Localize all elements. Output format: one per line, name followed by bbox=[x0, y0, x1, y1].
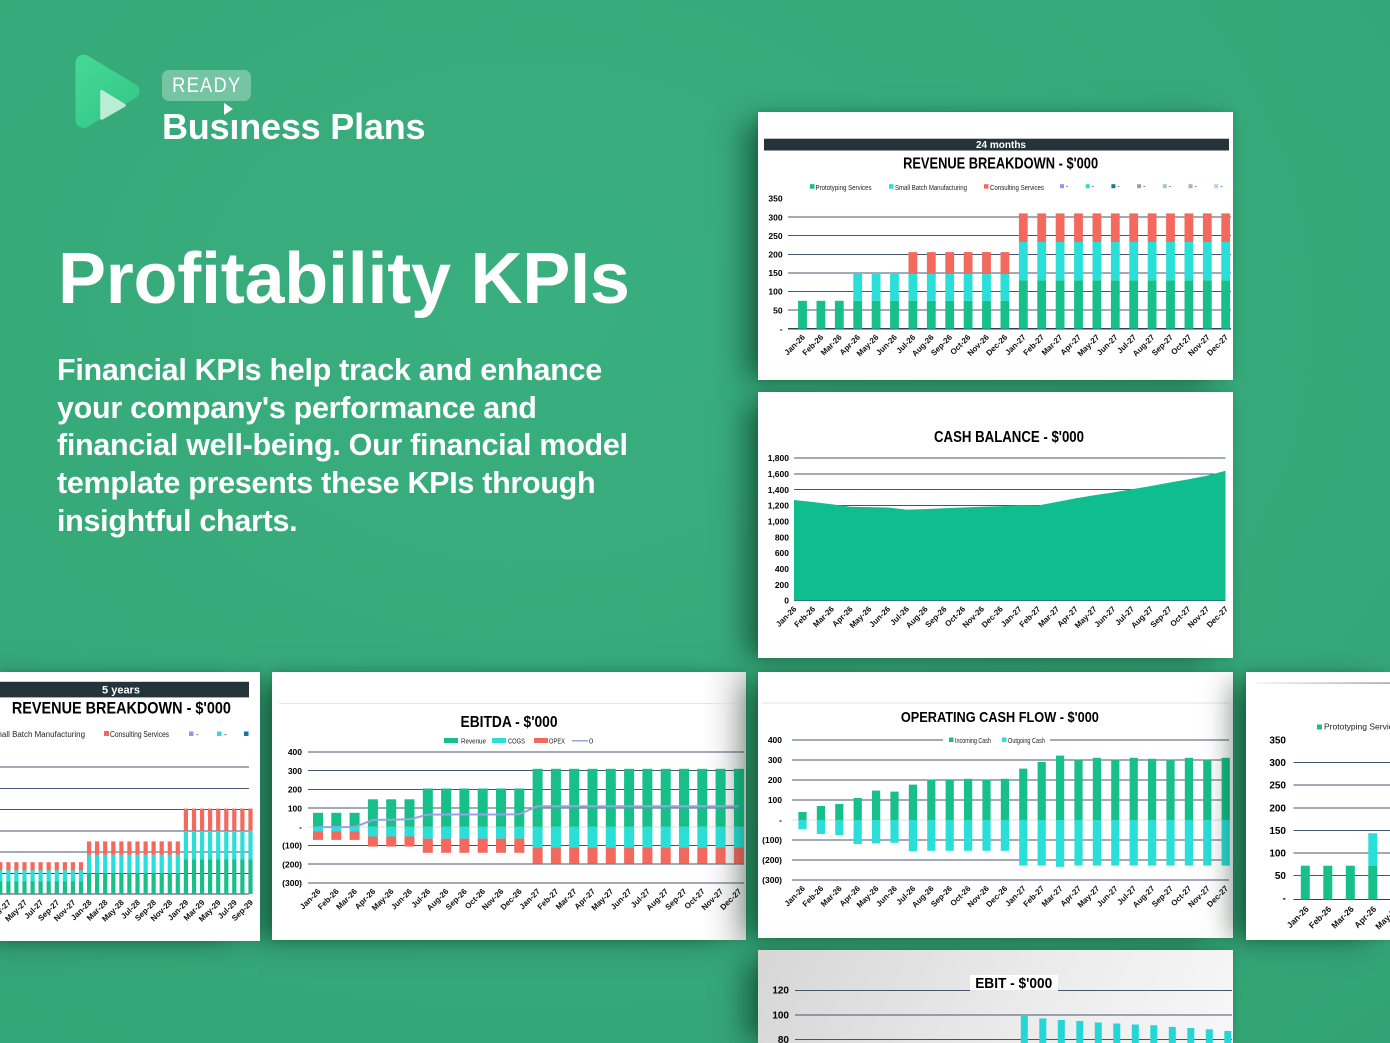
svg-text:EBITDA - $'000: EBITDA - $'000 bbox=[461, 714, 558, 731]
svg-text:Jan-26: Jan-26 bbox=[1285, 904, 1311, 930]
svg-text:Mar-26: Mar-26 bbox=[1329, 904, 1356, 931]
svg-text:150: 150 bbox=[768, 268, 782, 278]
svg-text:5 years: 5 years bbox=[102, 685, 140, 697]
svg-text:(100): (100) bbox=[762, 835, 782, 845]
svg-text:400: 400 bbox=[775, 564, 789, 574]
svg-text:Revenue: Revenue bbox=[461, 737, 486, 746]
svg-text:1,200: 1,200 bbox=[768, 501, 790, 511]
svg-text:Dec-27: Dec-27 bbox=[1205, 332, 1230, 357]
svg-text:Jun-26: Jun-26 bbox=[868, 604, 893, 629]
svg-text:May-26: May-26 bbox=[1373, 904, 1390, 932]
svg-text:1,400: 1,400 bbox=[768, 485, 790, 495]
svg-text:Outgoing Cash: Outgoing Cash bbox=[1008, 736, 1045, 745]
svg-text:-: - bbox=[196, 730, 199, 739]
svg-text:400: 400 bbox=[288, 747, 302, 757]
svg-text:50: 50 bbox=[773, 305, 783, 315]
svg-text:Small Batch Manufacturing: Small Batch Manufacturing bbox=[895, 185, 967, 192]
svg-text:REVENUE BREAKDOWN - $'000: REVENUE BREAKDOWN - $'000 bbox=[903, 156, 1098, 173]
svg-text:100: 100 bbox=[288, 803, 302, 813]
svg-text:(100): (100) bbox=[282, 841, 302, 851]
svg-text:350: 350 bbox=[1269, 736, 1286, 747]
svg-text:-: - bbox=[1143, 183, 1146, 190]
svg-text:Sep-26: Sep-26 bbox=[924, 604, 949, 629]
svg-text:-: - bbox=[1220, 183, 1223, 190]
svg-text:-: - bbox=[780, 324, 783, 334]
svg-text:Small Batch Manufacturing: Small Batch Manufacturing bbox=[0, 730, 85, 739]
svg-text:Incoming Cash: Incoming Cash bbox=[955, 736, 991, 745]
svg-text:Consulting Services: Consulting Services bbox=[110, 730, 169, 739]
svg-text:200: 200 bbox=[1269, 803, 1286, 814]
svg-text:Prototyping Services: Prototyping Services bbox=[1324, 722, 1390, 732]
svg-text:-: - bbox=[779, 815, 782, 825]
svg-text:200: 200 bbox=[768, 775, 782, 785]
svg-text:100: 100 bbox=[1269, 849, 1286, 860]
svg-text:Consulting Services: Consulting Services bbox=[990, 185, 1044, 192]
svg-text:200: 200 bbox=[768, 250, 782, 260]
svg-text:200: 200 bbox=[775, 580, 789, 590]
svg-text:Sep-27: Sep-27 bbox=[1149, 604, 1174, 629]
svg-text:300: 300 bbox=[1269, 758, 1286, 769]
svg-text:300: 300 bbox=[768, 755, 782, 765]
svg-text:-: - bbox=[1283, 894, 1286, 905]
svg-text:(200): (200) bbox=[762, 855, 782, 865]
svg-text:OPERATING CASH FLOW - $'000: OPERATING CASH FLOW - $'000 bbox=[901, 709, 1099, 726]
svg-text:300: 300 bbox=[288, 766, 302, 776]
svg-text:150: 150 bbox=[1269, 826, 1286, 837]
svg-text:80: 80 bbox=[778, 1035, 790, 1043]
svg-text:120: 120 bbox=[772, 986, 789, 997]
svg-text:Prototyping Services: Prototyping Services bbox=[816, 185, 872, 192]
svg-text:100: 100 bbox=[772, 1010, 789, 1021]
svg-text:-: - bbox=[224, 730, 227, 739]
svg-text:250: 250 bbox=[768, 231, 782, 241]
svg-text:1,000: 1,000 bbox=[768, 517, 790, 527]
svg-text:REVENUE BREAKDOWN - $'000: REVENUE BREAKDOWN - $'000 bbox=[12, 700, 231, 718]
svg-text:Jun-27: Jun-27 bbox=[609, 887, 634, 912]
svg-text:250: 250 bbox=[1269, 781, 1286, 792]
svg-text:800: 800 bbox=[775, 532, 789, 542]
svg-text:(200): (200) bbox=[282, 859, 302, 869]
svg-text:Jun-26: Jun-26 bbox=[389, 887, 414, 912]
svg-text:-: - bbox=[1169, 183, 1172, 190]
svg-text:Jun-27: Jun-27 bbox=[1095, 332, 1120, 357]
svg-text:-: - bbox=[1092, 183, 1095, 190]
svg-text:-: - bbox=[299, 822, 302, 832]
svg-text:(300): (300) bbox=[762, 875, 782, 885]
svg-text:0: 0 bbox=[589, 737, 593, 746]
svg-text:100: 100 bbox=[768, 795, 782, 805]
svg-text:1,800: 1,800 bbox=[768, 453, 790, 463]
svg-text:CASH BALANCE - $'000: CASH BALANCE - $'000 bbox=[934, 429, 1084, 446]
svg-text:600: 600 bbox=[775, 548, 789, 558]
svg-text:-: - bbox=[1195, 183, 1198, 190]
svg-text:Jun-27: Jun-27 bbox=[1093, 604, 1118, 629]
svg-text:350: 350 bbox=[768, 194, 782, 204]
svg-text:Dec-27: Dec-27 bbox=[1205, 604, 1230, 629]
svg-text:Jun-26: Jun-26 bbox=[874, 884, 899, 909]
svg-text:EBIT - $'000: EBIT - $'000 bbox=[975, 975, 1052, 992]
svg-text:100: 100 bbox=[768, 287, 782, 297]
svg-text:0: 0 bbox=[784, 596, 789, 606]
svg-text:OPEX: OPEX bbox=[549, 737, 565, 746]
svg-text:Dec-27: Dec-27 bbox=[718, 887, 743, 912]
svg-text:200: 200 bbox=[288, 785, 302, 795]
svg-text:24 months: 24 months bbox=[976, 140, 1026, 151]
svg-text:1,600: 1,600 bbox=[768, 469, 790, 479]
svg-text:(300): (300) bbox=[282, 878, 302, 888]
svg-text:COGS: COGS bbox=[508, 737, 525, 746]
svg-text:Feb-26: Feb-26 bbox=[1307, 904, 1334, 931]
svg-text:300: 300 bbox=[768, 212, 782, 222]
svg-text:Jun-26: Jun-26 bbox=[874, 332, 899, 357]
svg-text:50: 50 bbox=[1275, 871, 1287, 882]
svg-text:Jun-27: Jun-27 bbox=[1095, 884, 1120, 909]
svg-text:-: - bbox=[1117, 183, 1120, 190]
svg-text:-: - bbox=[1066, 183, 1069, 190]
svg-text:Dec-27: Dec-27 bbox=[1205, 884, 1230, 909]
svg-text:400: 400 bbox=[768, 735, 782, 745]
